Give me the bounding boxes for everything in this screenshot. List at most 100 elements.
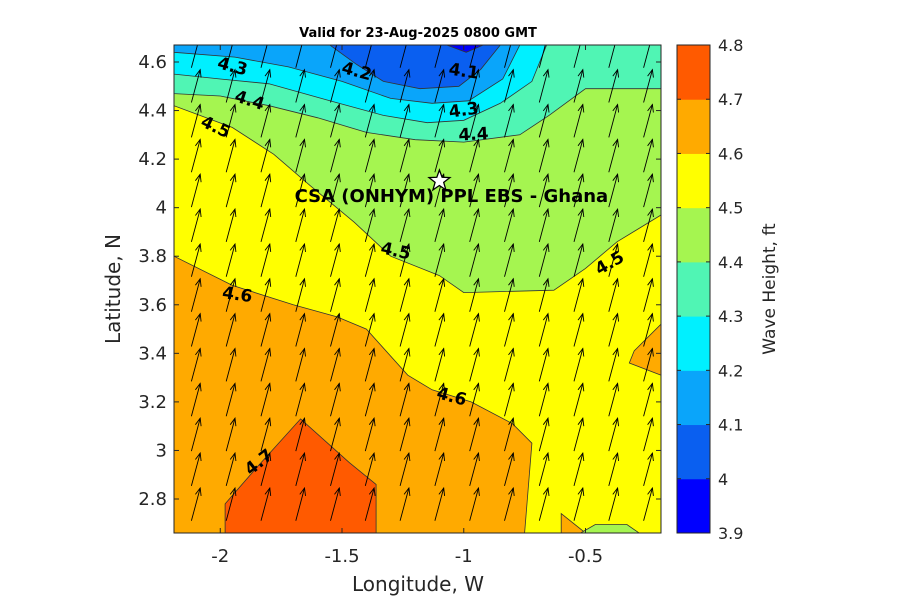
vector-arrow (330, 486, 341, 521)
vector-arrow (295, 138, 306, 173)
wave-direction-vectors (190, 45, 654, 521)
vector-arrow (608, 45, 616, 68)
y-tick-label: 4.4 (138, 101, 167, 122)
vector-arrow (330, 68, 341, 103)
vector-arrow (608, 451, 620, 487)
vector-arrow (538, 451, 550, 487)
vector-arrow (434, 45, 442, 68)
y-axis-label: Latitude, N (101, 234, 125, 344)
vector-arrow (225, 68, 237, 103)
vector-arrow (504, 138, 515, 173)
vector-arrow (225, 138, 237, 173)
vector-arrow (225, 207, 237, 243)
vector-arrow (260, 138, 272, 173)
y-tick-label: 3.2 (138, 392, 167, 413)
vector-arrow (469, 486, 480, 521)
vector-arrow (260, 207, 272, 243)
vector-arrow (190, 138, 202, 173)
vector-arrow (643, 382, 654, 417)
vector-arrow (434, 417, 446, 452)
vector-arrow (260, 103, 272, 138)
vector-arrow (504, 486, 515, 521)
x-axis-ticks: -2 -1.5 -1 -0.5 (211, 45, 603, 567)
vector-arrow (538, 207, 550, 243)
vector-arrow (260, 173, 272, 208)
vector-arrow (190, 277, 202, 312)
vector-arrow (538, 382, 550, 417)
vector-arrow (225, 173, 237, 208)
vector-arrow (225, 45, 233, 68)
vector-arrow (364, 242, 376, 277)
vector-arrow (573, 347, 585, 382)
vector-arrow (504, 103, 515, 138)
vector-arrow (364, 382, 376, 417)
vector-arrow (225, 277, 237, 312)
vector-arrow (295, 45, 303, 68)
vector-arrow (504, 277, 515, 312)
vector-arrow (295, 207, 306, 243)
vector-arrow (573, 312, 585, 347)
vector-arrow (608, 417, 620, 452)
vector-arrow (190, 45, 198, 68)
vector-arrow (295, 103, 306, 138)
vector-arrow (573, 173, 585, 208)
vector-arrow (434, 103, 446, 138)
x-tick-label: -0.5 (568, 546, 603, 567)
vector-arrow (295, 173, 306, 208)
vector-arrow (504, 242, 515, 277)
vector-arrow (260, 68, 272, 103)
vector-arrow (225, 382, 237, 417)
vector-arrow (469, 417, 480, 452)
x-axis-label: Longitude, W (352, 572, 484, 596)
vector-arrow (504, 347, 515, 382)
vector-arrow (399, 382, 411, 417)
colorbar-tick-label: 3.9 (718, 524, 743, 543)
vector-arrow (330, 45, 338, 68)
vector-arrow (608, 486, 620, 521)
vector-arrow (469, 347, 480, 382)
vector-arrow (434, 451, 446, 487)
y-tick-label: 3.8 (138, 246, 167, 267)
x-tick-label: -1.5 (324, 546, 359, 567)
vector-arrow (504, 68, 515, 103)
vector-arrow (469, 138, 480, 173)
y-tick-label: 4.2 (138, 149, 167, 170)
vector-arrow (538, 417, 550, 452)
colorbar-tick-label: 4.6 (718, 144, 743, 163)
vector-arrow (469, 45, 477, 68)
vector-arrow (260, 486, 272, 521)
x-tick-label: -2 (211, 546, 229, 567)
colorbar-swatch (677, 45, 710, 100)
vector-arrow (434, 382, 446, 417)
vector-arrow (260, 242, 272, 277)
contour-label: 4.3 (447, 99, 480, 123)
vector-arrow (573, 486, 585, 521)
vector-arrow (364, 486, 376, 521)
vector-arrow (295, 312, 306, 347)
vector-arrow (295, 451, 306, 487)
vector-arrow (643, 417, 654, 452)
vector-arrow (573, 277, 585, 312)
vector-arrow (190, 451, 202, 487)
vector-arrow (364, 451, 376, 487)
vector-arrow (469, 173, 480, 208)
vector-arrow (608, 277, 620, 312)
star-icon (427, 168, 452, 192)
vector-arrow (573, 417, 585, 452)
vector-arrow (399, 103, 411, 138)
vector-arrow (608, 103, 620, 138)
colorbar-tick-label: 4.4 (718, 253, 743, 272)
vector-arrow (330, 138, 341, 173)
colorbar-swatch (677, 261, 710, 317)
vector-arrow (538, 103, 550, 138)
vector-arrow (434, 207, 446, 243)
vector-arrow (643, 173, 654, 208)
vector-arrow (399, 277, 411, 312)
vector-arrow (364, 277, 376, 312)
vector-arrow (504, 207, 515, 243)
vector-arrow (364, 68, 376, 103)
vector-arrow (260, 417, 272, 452)
contour-band-4-7 (224, 418, 377, 533)
vector-arrow (399, 347, 411, 382)
vector-arrow (330, 207, 341, 243)
